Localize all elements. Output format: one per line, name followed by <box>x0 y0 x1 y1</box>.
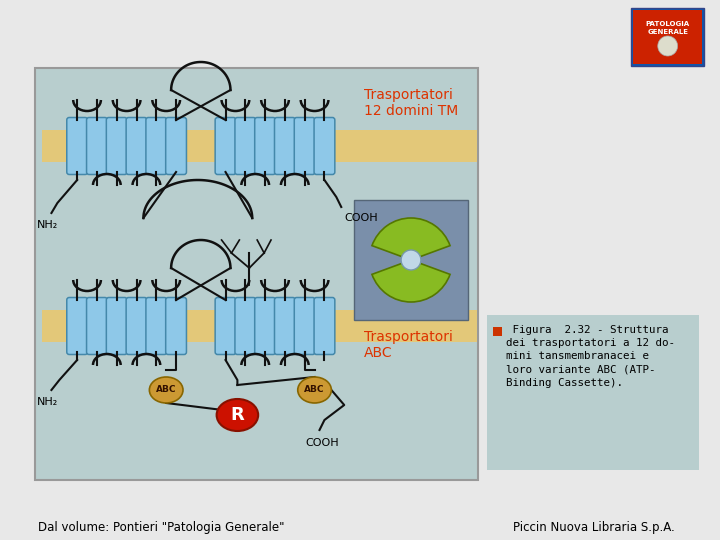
Bar <box>633 10 702 64</box>
FancyBboxPatch shape <box>166 118 186 174</box>
Wedge shape <box>372 260 450 302</box>
Bar <box>492 327 502 336</box>
Bar <box>42 310 477 342</box>
FancyBboxPatch shape <box>274 298 295 354</box>
Circle shape <box>658 36 678 56</box>
FancyBboxPatch shape <box>107 118 127 174</box>
Wedge shape <box>372 218 450 260</box>
FancyBboxPatch shape <box>314 298 335 354</box>
FancyBboxPatch shape <box>274 118 295 174</box>
Bar <box>42 130 477 162</box>
FancyBboxPatch shape <box>215 298 236 354</box>
Text: ABC: ABC <box>156 386 176 395</box>
Text: NH₂: NH₂ <box>37 397 58 407</box>
FancyBboxPatch shape <box>67 298 88 354</box>
FancyBboxPatch shape <box>67 118 88 174</box>
FancyBboxPatch shape <box>126 298 147 354</box>
FancyBboxPatch shape <box>146 118 166 174</box>
FancyBboxPatch shape <box>146 298 166 354</box>
Text: Trasportatori
12 domini TM: Trasportatori 12 domini TM <box>364 88 458 118</box>
FancyBboxPatch shape <box>166 298 186 354</box>
FancyBboxPatch shape <box>86 118 107 174</box>
FancyBboxPatch shape <box>35 68 478 480</box>
Bar <box>354 200 468 320</box>
FancyBboxPatch shape <box>215 118 236 174</box>
FancyBboxPatch shape <box>235 298 256 354</box>
FancyBboxPatch shape <box>294 298 315 354</box>
Text: R: R <box>230 406 244 424</box>
Text: COOH: COOH <box>344 213 378 223</box>
Text: Piccin Nuova Libraria S.p.A.: Piccin Nuova Libraria S.p.A. <box>513 522 675 535</box>
Ellipse shape <box>298 377 331 403</box>
Text: Figura  2.32 - Struttura
dei trasportatori a 12 do-
mini tansmembranacei e
loro : Figura 2.32 - Struttura dei trasportator… <box>506 325 675 388</box>
FancyBboxPatch shape <box>314 118 335 174</box>
Bar <box>631 8 704 66</box>
Text: Trasportatori
ABC: Trasportatori ABC <box>364 330 453 360</box>
FancyBboxPatch shape <box>255 118 276 174</box>
Ellipse shape <box>149 377 183 403</box>
FancyBboxPatch shape <box>294 118 315 174</box>
FancyBboxPatch shape <box>126 118 147 174</box>
FancyBboxPatch shape <box>86 298 107 354</box>
Text: COOH: COOH <box>306 438 339 448</box>
Circle shape <box>401 250 421 270</box>
Bar <box>487 315 699 470</box>
FancyBboxPatch shape <box>235 118 256 174</box>
Text: ABC: ABC <box>305 386 325 395</box>
FancyBboxPatch shape <box>107 298 127 354</box>
Text: Dal volume: Pontieri "Patologia Generale": Dal volume: Pontieri "Patologia Generale… <box>37 522 284 535</box>
Ellipse shape <box>217 399 258 431</box>
Text: PATOLOGIA
GENERALE: PATOLOGIA GENERALE <box>646 22 690 35</box>
Text: NH₂: NH₂ <box>37 220 58 230</box>
FancyBboxPatch shape <box>255 298 276 354</box>
